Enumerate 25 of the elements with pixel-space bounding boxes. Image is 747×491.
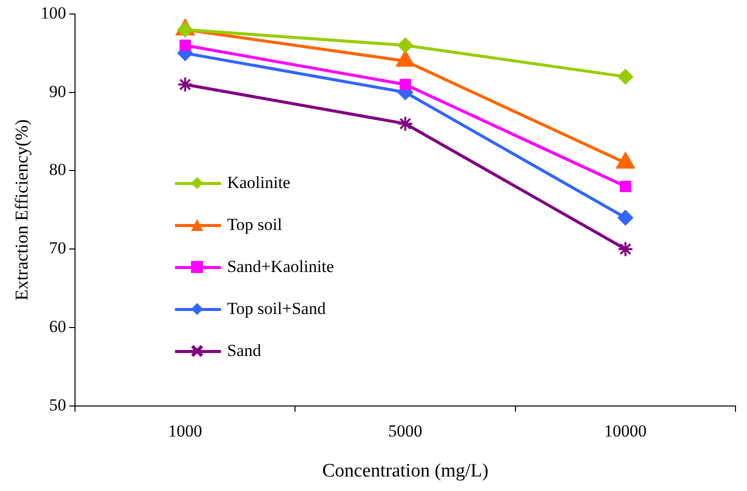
point bbox=[617, 241, 634, 258]
y-axis-title: Extraction Efficiency(%) bbox=[12, 119, 32, 300]
legend-label: Top soil bbox=[227, 215, 282, 235]
x-axis-title: Concentration (mg/L) bbox=[322, 460, 488, 482]
legend-label: Sand bbox=[227, 341, 262, 361]
point bbox=[397, 116, 414, 132]
y-tick-label: 70 bbox=[49, 238, 66, 258]
point bbox=[620, 180, 632, 192]
point bbox=[179, 40, 191, 52]
x-tick-label: 1000 bbox=[168, 421, 202, 440]
y-tick-label: 90 bbox=[49, 82, 66, 101]
point bbox=[177, 76, 194, 93]
x-tick-label: 5000 bbox=[388, 421, 422, 440]
point bbox=[398, 38, 414, 54]
legend-label: Sand+Kaolinite bbox=[227, 257, 334, 277]
point bbox=[400, 78, 411, 90]
y-tick-label: 80 bbox=[49, 160, 66, 180]
y-tick-label: 60 bbox=[49, 316, 66, 336]
point bbox=[618, 68, 634, 84]
legend-label: Kaolinite bbox=[227, 173, 290, 193]
legend-label: Top soil+Sand bbox=[227, 299, 326, 319]
x-tick-label: 10000 bbox=[604, 421, 647, 440]
y-tick-label: 50 bbox=[49, 395, 66, 414]
y-tick-label: 100 bbox=[40, 3, 66, 22]
point bbox=[618, 210, 634, 226]
